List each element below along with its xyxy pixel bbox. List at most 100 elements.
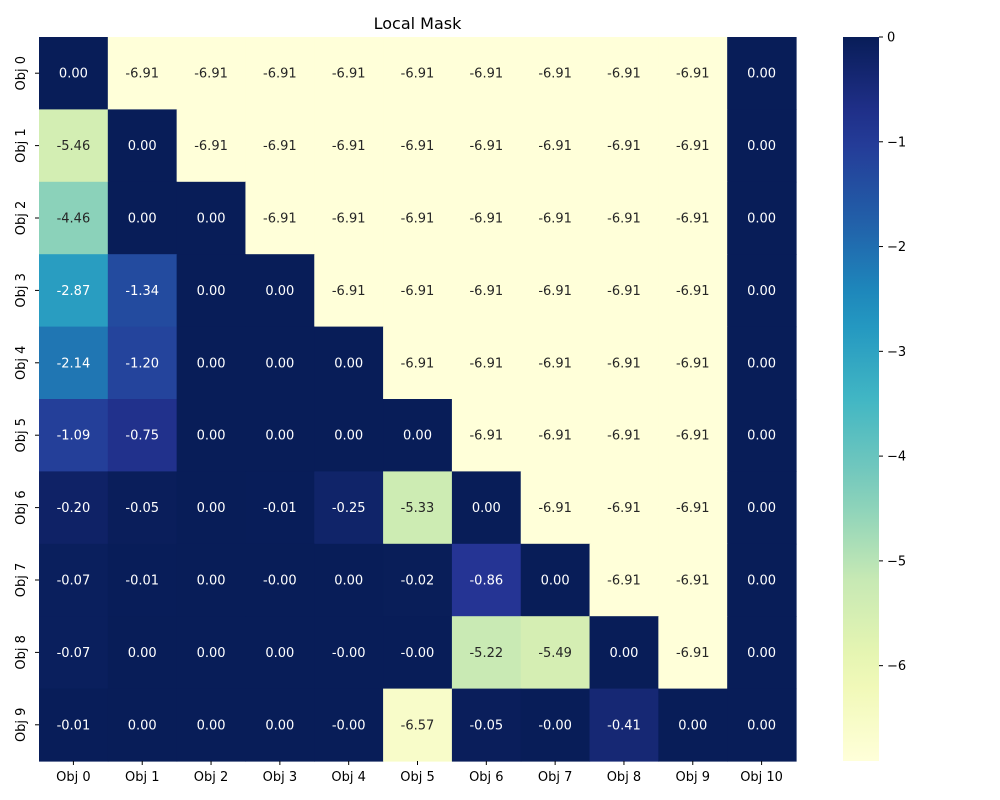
heatmap-cell-r3-c0 [39,254,109,328]
x-tick-label-1: Obj 1 [125,770,160,785]
heatmap-cell-r7-c1 [107,543,178,617]
heatmap-cell-r9-c7 [520,688,591,762]
heatmap-cells [39,37,797,762]
heatmap-cell-label-r2-c5: -6.91 [401,212,435,227]
heatmap-cell-label-r6-c4: -0.25 [332,501,366,516]
heatmap-cell-r5-c0 [39,399,109,472]
heatmap-cell-label-r8-c4: -0.00 [332,646,366,661]
heatmap-cell-r7-c6 [451,543,522,617]
heatmap-cell-label-r5-c1: -0.75 [125,429,159,444]
heatmap-cell-label-r7-c0: -0.07 [57,574,91,589]
heatmap-cell-r1-c0 [39,109,109,183]
heatmap-cell-r6-c10 [727,471,797,545]
heatmap-cell-r7-c4 [314,543,384,617]
heatmap-cell-r1-c3 [245,109,315,183]
heatmap-cell-r8-c3 [245,616,315,690]
heatmap-cell-r8-c0 [39,616,109,690]
heatmap-cell-r1-c2 [176,109,247,183]
x-tick-label-10: Obj 10 [740,770,783,785]
heatmap-cell-label-r9-c3: 0.00 [265,718,294,733]
heatmap-cell-label-r6-c5: -5.33 [401,501,435,516]
heatmap-cell-label-r1-c6: -6.91 [469,139,503,154]
heatmap-cell-label-r5-c5: 0.00 [403,429,432,444]
heatmap-cell-r9-c8 [589,688,659,762]
heatmap-cell-label-r4-c7: -6.91 [538,356,572,371]
heatmap-cell-r0-c2 [176,37,247,110]
heatmap-cell-label-r4-c5: -6.91 [401,356,435,371]
heatmap-cell-label-r2-c10: 0.00 [747,212,776,227]
heatmap-cell-label-r0-c10: 0.00 [747,67,776,82]
x-axis: Obj 0 Obj 1 Obj 2 Obj 3 Obj 4 Obj 5 Obj 6 Obj 7… [56,761,783,785]
heatmap-cell-r4-c5 [383,326,453,400]
heatmap-cell-label-r0-c7: -6.91 [538,67,572,82]
heatmap-cell-label-r8-c2: 0.00 [197,646,226,661]
heatmap-cell-label-r7-c1: -0.01 [125,574,159,589]
heatmap-cell-r2-c8 [589,181,659,255]
heatmap-cell-label-r1-c1: 0.00 [128,139,157,154]
heatmap-cell-label-r0-c0: 0.00 [59,67,88,82]
heatmap-cell-r5-c7 [520,399,591,472]
heatmap-cell-r3-c10 [727,254,797,328]
heatmap-cell-r1-c6 [451,109,522,183]
heatmap-cell-r4-c9 [658,326,728,400]
heatmap-cell-label-r7-c9: -6.91 [676,574,710,589]
heatmap-cell-r3-c9 [658,254,728,328]
heatmap-cell-r7-c7 [520,543,591,617]
heatmap-cell-label-r4-c2: 0.00 [197,356,226,371]
heatmap-cell-r2-c10 [727,181,797,255]
heatmap-cell-label-r4-c6: -6.91 [469,356,503,371]
heatmap-cell-label-r5-c10: 0.00 [747,429,776,444]
heatmap-cell-label-r3-c4: -6.91 [332,284,366,299]
heatmap-cell-label-r0-c8: -6.91 [607,67,641,82]
heatmap-cell-label-r8-c0: -0.07 [57,646,91,661]
heatmap-cell-label-r4-c3: 0.00 [265,356,294,371]
heatmap-cell-r5-c10 [727,399,797,472]
heatmap-cell-r3-c7 [520,254,591,328]
heatmap-cell-r0-c1 [107,37,178,110]
x-tick-label-9: Obj 9 [676,770,711,785]
colorbar-gradient [843,37,879,761]
heatmap-cell-label-r6-c6: 0.00 [472,501,501,516]
heatmap-cell-label-r1-c10: 0.00 [747,139,776,154]
heatmap-cell-label-r6-c2: 0.00 [197,501,226,516]
heatmap-cell-label-r0-c6: -6.91 [469,67,503,82]
heatmap-cell-label-r7-c4: 0.00 [334,574,363,589]
y-tick-label-7: Obj 7 [14,563,29,598]
heatmap-cell-r1-c10 [727,109,797,183]
colorbar-tick-label-2: −2 [887,240,906,255]
heatmap-cell-r2-c1 [107,181,178,255]
heatmap-cell-label-r6-c3: -0.01 [263,501,297,516]
heatmap-cell-label-r8-c8: 0.00 [609,646,638,661]
heatmap-cell-label-r2-c4: -6.91 [332,212,366,227]
heatmap-cell-r8-c6 [451,616,522,690]
x-tick-label-6: Obj 6 [469,770,504,785]
colorbar-tick-label-0: 0 [887,31,895,46]
y-tick-label-4: Obj 4 [14,346,29,381]
heatmap-cell-label-r4-c10: 0.00 [747,356,776,371]
heatmap-cell-r7-c10 [727,543,797,617]
heatmap-cell-label-r3-c8: -6.91 [607,284,641,299]
heatmap-cell-r8-c2 [176,616,247,690]
heatmap-cell-label-r4-c9: -6.91 [676,356,710,371]
heatmap-cell-label-r3-c2: 0.00 [197,284,226,299]
heatmap-cell-r2-c3 [245,181,315,255]
heatmap-cell-label-r2-c7: -6.91 [538,212,572,227]
heatmap-cell-label-r2-c3: -6.91 [263,212,297,227]
heatmap-cell-label-r7-c10: 0.00 [747,574,776,589]
heatmap-cell-r2-c6 [451,181,522,255]
heatmap-cell-r7-c8 [589,543,659,617]
colorbar: 0 −1 −2 −3 −4 −5 −6 [843,31,906,761]
heatmap-cell-r7-c3 [245,543,315,617]
heatmap-cell-label-r2-c2: 0.00 [197,212,226,227]
heatmap-cell-r1-c7 [520,109,591,183]
heatmap-cell-label-r6-c10: 0.00 [747,501,776,516]
heatmap-cell-label-r0-c9: -6.91 [676,67,710,82]
heatmap-cell-label-r2-c1: 0.00 [128,212,157,227]
heatmap-cell-label-r9-c5: -6.57 [401,718,435,733]
heatmap-cell-label-r8-c3: 0.00 [265,646,294,661]
heatmap-cell-r1-c4 [314,109,384,183]
heatmap-cell-label-r0-c3: -6.91 [263,67,297,82]
heatmap-cell-r9-c5 [383,688,453,762]
heatmap-cell-r5-c6 [451,399,522,472]
heatmap-cell-r8-c9 [658,616,728,690]
